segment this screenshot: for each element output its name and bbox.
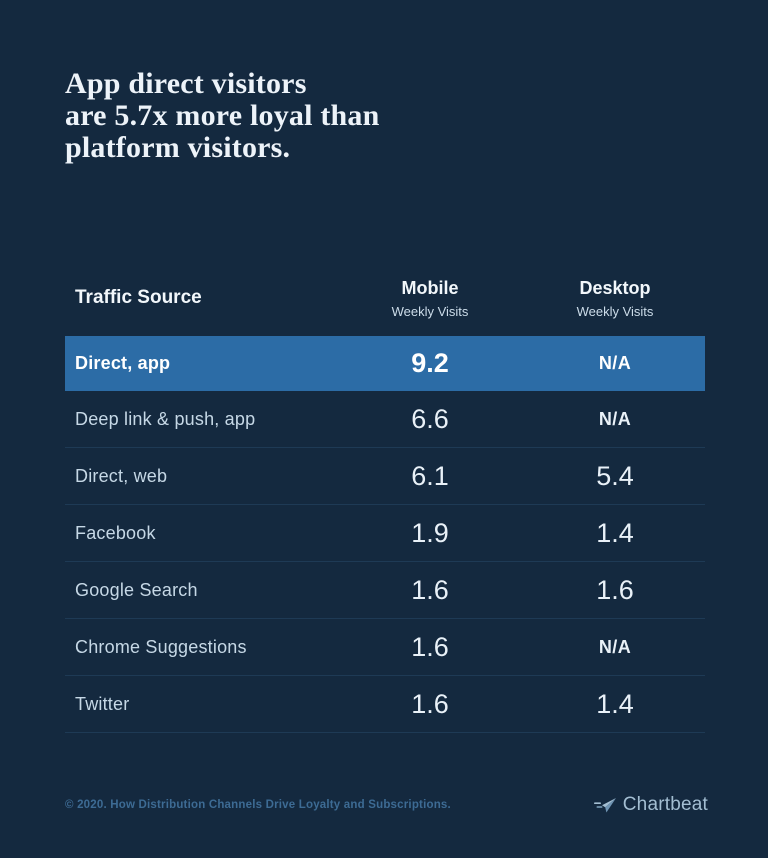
source-note: © 2020. How Distribution Channels Drive … xyxy=(65,799,451,811)
page-title: App direct visitors are 5.7x more loyal … xyxy=(65,68,380,164)
desktop-value-cell: 1.4 xyxy=(596,517,634,548)
traffic-table: Traffic Source Mobile Weekly Visits Desk… xyxy=(65,260,705,733)
desktop-header-label: Desktop xyxy=(579,277,651,298)
title-line-1: App direct visitors xyxy=(65,67,307,100)
desktop-value-cell: N/A xyxy=(598,408,632,429)
desktop-value-cell: 1.4 xyxy=(596,688,634,719)
desktop-column-header: Desktop Weekly Visits xyxy=(525,278,705,319)
title-line-3: platform visitors. xyxy=(65,131,291,164)
desktop-value-cell: N/A xyxy=(598,636,632,657)
desktop-value-cell: 5.4 xyxy=(596,460,634,491)
traffic-source-cell: Twitter xyxy=(75,693,130,714)
mobile-value-cell: 6.6 xyxy=(411,403,449,434)
mobile-value-cell: 1.6 xyxy=(411,688,449,719)
table-row-chrome-suggestions: Chrome Suggestions 1.6 N/A xyxy=(65,619,705,676)
traffic-source-cell: Deep link & push, app xyxy=(75,408,256,429)
desktop-value-cell: N/A xyxy=(598,352,632,373)
table-row-deep-link-push-app: Deep link & push, app 6.6 N/A xyxy=(65,391,705,448)
table-row-twitter: Twitter 1.6 1.4 xyxy=(65,676,705,733)
paper-plane-icon xyxy=(593,797,617,814)
footer: © 2020. How Distribution Channels Drive … xyxy=(65,794,708,816)
desktop-value-cell: 1.6 xyxy=(596,574,634,605)
title-line-2: are 5.7x more loyal than xyxy=(65,99,380,132)
mobile-value-cell: 9.2 xyxy=(411,347,449,378)
brand-name: Chartbeat xyxy=(622,794,708,815)
table-row-google-search: Google Search 1.6 1.6 xyxy=(65,562,705,619)
mobile-column-header: Mobile Weekly Visits xyxy=(335,278,525,319)
traffic-source-cell: Facebook xyxy=(75,522,156,543)
table-header-row: Traffic Source Mobile Weekly Visits Desk… xyxy=(65,260,705,336)
mobile-header-label: Mobile xyxy=(401,277,459,298)
traffic-source-cell: Direct, web xyxy=(75,465,168,486)
table-row-facebook: Facebook 1.9 1.4 xyxy=(65,505,705,562)
mobile-subheader-label: Weekly Visits xyxy=(391,303,469,319)
traffic-source-cell: Google Search xyxy=(75,579,198,600)
traffic-source-cell: Chrome Suggestions xyxy=(75,636,247,657)
mobile-value-cell: 6.1 xyxy=(411,460,449,491)
traffic-source-cell: Direct, app xyxy=(75,352,171,373)
mobile-value-cell: 1.6 xyxy=(411,574,449,605)
table-row-direct-app: Direct, app 9.2 N/A xyxy=(65,336,705,391)
table-row-direct-web: Direct, web 6.1 5.4 xyxy=(65,448,705,505)
traffic-source-header: Traffic Source xyxy=(75,287,202,308)
mobile-value-cell: 1.6 xyxy=(411,631,449,662)
mobile-value-cell: 1.9 xyxy=(411,517,449,548)
desktop-subheader-label: Weekly Visits xyxy=(576,303,654,319)
chartbeat-logo: Chartbeat xyxy=(593,794,708,816)
